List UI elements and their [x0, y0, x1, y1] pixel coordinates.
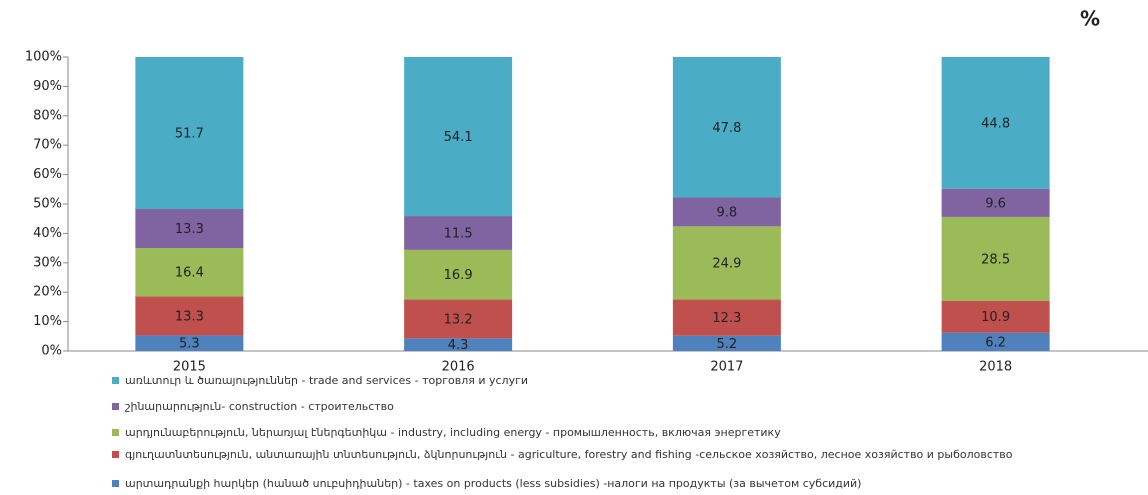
x-tick-label: 2018 — [979, 360, 1012, 375]
x-tick-label: 2016 — [442, 360, 475, 375]
data-label: 13.3 — [175, 222, 204, 237]
legend-swatch — [112, 377, 119, 384]
bar-segment — [672, 299, 781, 336]
legend-label: արդյունաբերություն, ներառյալ էներգետիկա … — [125, 426, 781, 439]
bar-segment — [404, 57, 513, 217]
bar-segment — [941, 332, 1050, 351]
bar-segment — [672, 335, 781, 351]
x-tick-label: 2015 — [173, 360, 206, 375]
data-label: 13.3 — [175, 309, 204, 324]
y-tick-label: 40% — [33, 226, 62, 241]
data-label: 16.4 — [175, 266, 204, 281]
y-tick-label: 0% — [41, 344, 62, 359]
y-tick-label: 10% — [33, 314, 62, 329]
legend-label: առևտուր և ծառայություններ - trade and se… — [125, 374, 529, 387]
legend-item: արդյունաբերություն, ներառյալ էներգետիկա … — [110, 427, 1100, 439]
bar-segment — [941, 300, 1050, 333]
data-label: 13.2 — [444, 312, 473, 327]
data-label: 51.7 — [175, 126, 204, 141]
y-tick-label: 50% — [33, 197, 62, 212]
data-label: 5.3 — [179, 337, 200, 352]
data-label: 24.9 — [712, 256, 741, 271]
y-tick-label: 30% — [33, 255, 62, 270]
legend-swatch — [112, 429, 119, 436]
y-tick-label: 90% — [33, 79, 62, 94]
legend-swatch — [112, 403, 119, 410]
y-tick-label: 100% — [25, 50, 62, 65]
y-tick-label: 70% — [33, 138, 62, 153]
y-tick-label: 80% — [33, 108, 62, 123]
legend-item: շինարարություն- construction - строитель… — [110, 401, 1100, 413]
legend-label: գյուղատնտեսություն, անտառային տնտեսությո… — [125, 448, 1013, 461]
data-label: 9.8 — [717, 205, 738, 220]
data-label: 47.8 — [712, 121, 741, 136]
bar-segment — [135, 335, 244, 351]
legend-item: արտադրանքի հարկեր (հանած սուբսիդիաներ) -… — [110, 478, 1100, 490]
legend-swatch — [112, 451, 119, 458]
bar-segment — [404, 338, 513, 351]
x-tick-label: 2017 — [710, 360, 743, 375]
legend-label: շինարարություն- construction - строитель… — [125, 400, 394, 413]
data-label: 9.6 — [985, 196, 1006, 211]
legend-label: արտադրանքի հարկեր (հանած սուբսիդիաներ) -… — [125, 477, 862, 490]
unit-label: % — [1080, 7, 1100, 31]
data-label: 44.8 — [981, 116, 1010, 131]
bar-segment — [404, 299, 513, 339]
data-label: 28.5 — [981, 252, 1010, 267]
bar-segment — [135, 296, 244, 336]
data-label: 5.2 — [717, 337, 738, 352]
bar-segment — [941, 216, 1050, 301]
bar-segment — [672, 197, 781, 227]
bar-segment — [135, 248, 244, 297]
bar-segment — [404, 249, 513, 300]
y-tick-label: 20% — [33, 285, 62, 300]
bar-segment — [404, 216, 513, 250]
bar-segment — [672, 57, 781, 198]
data-label: 12.3 — [712, 311, 741, 326]
y-tick-label: 60% — [33, 167, 62, 182]
data-label: 54.1 — [444, 130, 473, 145]
legend-swatch — [112, 480, 119, 487]
legend-item: գյուղատնտեսություն, անտառային տնտեսությո… — [110, 449, 1100, 461]
bar-segment — [941, 57, 1050, 189]
data-label: 11.5 — [444, 226, 473, 241]
legend-item: առևտուր և ծառայություններ - trade and se… — [110, 375, 1100, 387]
data-label: 6.2 — [985, 335, 1006, 350]
data-label: 4.3 — [448, 338, 469, 353]
bar-segment — [672, 226, 781, 300]
bar-segment — [135, 208, 244, 249]
data-label: 16.9 — [444, 268, 473, 283]
data-label: 10.9 — [981, 310, 1010, 325]
bar-segment — [941, 188, 1050, 217]
bar-segment — [135, 57, 244, 209]
